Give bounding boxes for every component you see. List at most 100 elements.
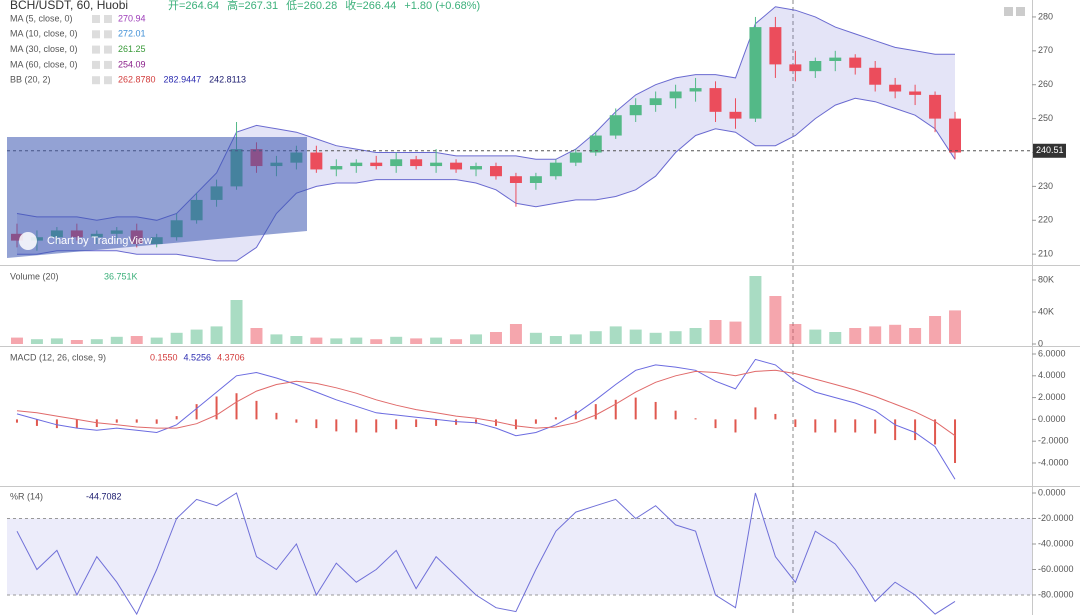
watermark-logo	[19, 232, 37, 250]
volume-bar	[250, 328, 263, 344]
volume-bar	[529, 332, 542, 344]
legend-value: -44.7082	[86, 491, 122, 501]
indicator-name: MA (60, close, 0)	[10, 59, 78, 69]
volume-bar	[929, 316, 942, 344]
macd-histogram	[794, 419, 797, 428]
macd-histogram	[235, 393, 238, 420]
volume-bar	[110, 336, 123, 344]
candle-body	[370, 162, 383, 167]
macd-histogram	[295, 419, 298, 423]
volume-bar	[290, 336, 303, 344]
volume-bar	[50, 338, 63, 344]
macd-histogram	[694, 418, 697, 420]
macd-histogram	[574, 410, 577, 420]
volume-bar	[350, 337, 363, 344]
ohlc-value: 收=266.44	[345, 0, 396, 12]
macd-histogram	[155, 419, 158, 424]
volume-bar	[390, 336, 403, 344]
candle-body	[649, 98, 662, 106]
indicator-icon	[92, 76, 100, 85]
y-tick-label: -4.0000	[1038, 457, 1069, 467]
candle-body	[470, 166, 483, 170]
band-fill	[7, 518, 1032, 595]
y-tick-label: 250	[1038, 113, 1053, 123]
y-tick-label: 40K	[1038, 306, 1054, 316]
macd-histogram	[255, 400, 258, 420]
candle-body	[809, 60, 822, 72]
candle-body	[689, 88, 702, 92]
volume-bar	[889, 324, 902, 344]
macd-histogram	[494, 419, 497, 426]
volume-bar	[749, 276, 762, 344]
macd-histogram	[654, 401, 657, 420]
macd-histogram	[175, 416, 178, 420]
icon[interactable]	[1004, 7, 1013, 16]
macd-histogram	[415, 419, 418, 428]
macd-histogram	[215, 396, 218, 420]
volume-bar	[789, 324, 802, 344]
indicator-value: 282.9447	[164, 75, 202, 85]
macd-histogram	[195, 404, 198, 420]
y-tick-label: 0	[1038, 338, 1043, 348]
candle-body	[529, 176, 542, 183]
macd-histogram	[395, 419, 398, 430]
legend-value: 0.1550	[150, 352, 178, 362]
macd-histogram	[914, 419, 917, 441]
macd-histogram	[514, 419, 517, 430]
candle-body	[330, 166, 343, 170]
volume-bar	[649, 332, 662, 344]
volume-bar	[709, 320, 722, 344]
candle-body	[629, 105, 642, 116]
candle-body	[569, 152, 582, 163]
candle-body	[549, 162, 562, 177]
candle-body	[769, 27, 782, 65]
volume-bar	[470, 334, 483, 344]
price-tag-label: 240.51	[1036, 145, 1064, 155]
volume-bar	[170, 332, 183, 344]
y-tick-label: -20.0000	[1038, 513, 1074, 523]
macd-histogram	[954, 419, 957, 463]
volume-bar	[310, 337, 323, 344]
macd-histogram	[135, 419, 138, 423]
macd-histogram	[594, 404, 597, 420]
volume-bar	[270, 334, 283, 344]
indicator-name: MA (30, close, 0)	[10, 44, 78, 54]
indicator-name: MA (10, close, 0)	[10, 29, 78, 39]
pane-title: %R (14)	[10, 491, 43, 501]
candle-body	[909, 91, 922, 95]
volume-bar	[809, 329, 822, 344]
indicator-icon	[92, 15, 100, 23]
icon[interactable]	[1016, 7, 1025, 16]
volume-bar	[549, 336, 562, 344]
volume-bar	[30, 339, 43, 344]
candle-body	[310, 152, 323, 170]
candle-body	[410, 159, 423, 167]
volume-bar	[669, 331, 682, 344]
ohlc-value: +1.80 (+0.68%)	[404, 0, 480, 12]
volume-bar	[190, 329, 203, 344]
volume-bar	[509, 324, 522, 344]
y-tick-label: 0.0000	[1038, 414, 1066, 424]
y-tick-label: 0.0000	[1038, 487, 1066, 497]
volume-bar	[150, 337, 163, 344]
volume-bar	[829, 332, 842, 344]
macd-histogram	[35, 419, 38, 426]
candle-body	[889, 84, 902, 92]
macd-histogram	[435, 419, 438, 426]
legend-value: 36.751K	[104, 271, 138, 281]
y-tick-label: -2.0000	[1038, 436, 1069, 446]
chart-title: BCH/USDT, 60, Huobi	[10, 0, 128, 12]
indicator-value: 270.94	[118, 13, 146, 23]
candle-body	[450, 162, 463, 170]
y-tick-label: 230	[1038, 181, 1053, 191]
volume-bar	[849, 328, 862, 344]
legend-value: 4.3706	[217, 352, 245, 362]
macd-histogram	[814, 419, 817, 433]
macd-histogram	[115, 419, 118, 423]
candle-body	[390, 159, 403, 167]
macd-histogram	[534, 419, 537, 424]
y-tick-label: 2.0000	[1038, 392, 1066, 402]
volume-bar	[430, 337, 443, 344]
